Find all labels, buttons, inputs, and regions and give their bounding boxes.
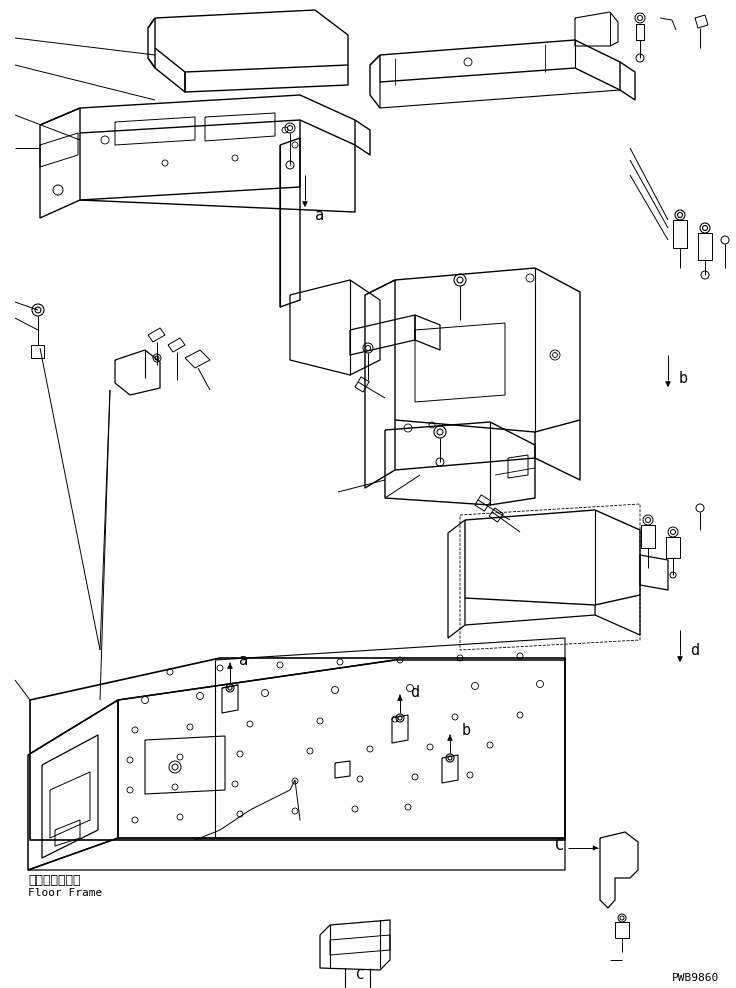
Text: Floor Frame: Floor Frame: [28, 888, 102, 898]
Text: d: d: [690, 642, 699, 657]
Text: C: C: [556, 838, 565, 853]
Text: d: d: [411, 685, 420, 700]
Text: a: a: [316, 207, 325, 222]
Text: a: a: [239, 652, 249, 668]
Text: C: C: [355, 968, 364, 982]
Text: フロアフレーム: フロアフレーム: [28, 873, 80, 886]
Text: PWB9860: PWB9860: [672, 973, 719, 983]
Text: b: b: [461, 722, 470, 737]
Text: b: b: [679, 370, 687, 385]
